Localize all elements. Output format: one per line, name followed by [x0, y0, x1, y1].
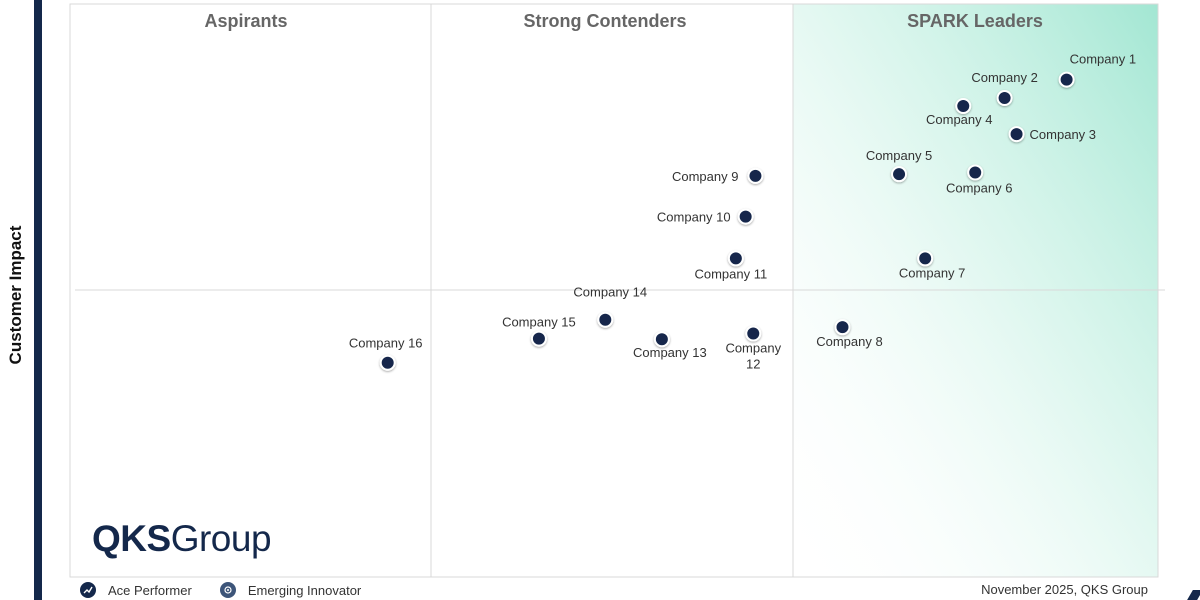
data-point: Company 15 — [502, 315, 576, 347]
point-marker — [530, 330, 547, 347]
legend-item-ace: Ace Performer — [80, 582, 192, 598]
point-label: Company 12 — [725, 340, 781, 371]
data-point: Company 3 — [1008, 126, 1096, 143]
data-points: Company 1 Company 2 Company 3 Company 4 Comp… — [349, 52, 1136, 372]
data-point: Company 12 — [725, 325, 782, 371]
data-point: Company 2 — [971, 70, 1038, 106]
data-point: Company 14 — [573, 285, 647, 328]
quadrant-title-aspirants: Aspirants — [204, 11, 287, 31]
quadrant-title-spark-leaders: SPARK Leaders — [907, 11, 1043, 31]
data-point: Company 13 — [633, 331, 707, 360]
legend-label-emerging: Emerging Innovator — [247, 582, 362, 598]
data-point: Company 5 — [866, 148, 932, 183]
point-marker — [891, 166, 908, 183]
point-label: Company 1 — [1070, 52, 1136, 67]
legend-label-ace: Ace Performer — [108, 582, 192, 598]
point-label: Company 4 — [926, 112, 992, 127]
point-marker — [967, 164, 984, 181]
innovation-icon — [219, 582, 236, 598]
point-marker — [1058, 71, 1075, 88]
point-label: Company 6 — [946, 180, 1012, 195]
point-marker — [996, 89, 1013, 106]
data-point: Company 11 — [694, 250, 767, 281]
point-marker — [597, 311, 614, 328]
data-point: Company 16 — [349, 336, 423, 371]
quadrant-title-strong-contenders: Strong Contenders — [523, 11, 686, 31]
data-point: Company 4 — [926, 97, 992, 127]
point-label: Company 3 — [1030, 127, 1096, 142]
point-label: Company 16 — [349, 336, 423, 351]
point-label: Company 14 — [573, 285, 647, 300]
point-marker — [737, 208, 754, 225]
left-accent-bar — [34, 0, 42, 600]
point-label: Company 11 — [694, 266, 767, 281]
logo-light-text: Group — [170, 518, 272, 559]
point-label: Company 5 — [866, 148, 932, 163]
point-marker — [955, 97, 972, 114]
point-marker — [834, 319, 851, 336]
point-label: Company 2 — [971, 70, 1037, 85]
qks-group-logo: QKSGroup — [92, 518, 272, 560]
logo-bold-text: QKS — [92, 518, 171, 559]
point-label: Company 9 — [672, 169, 738, 184]
data-point: Company 8 — [816, 319, 883, 349]
data-point: Company 6 — [946, 164, 1012, 195]
trend-up-icon — [80, 582, 96, 598]
data-point: Company 1 — [1058, 52, 1136, 88]
data-point: Company 9 — [672, 167, 764, 184]
point-label: Company 10 — [657, 210, 731, 225]
point-label: Company 15 — [502, 315, 576, 330]
legend: Ace Performer Emerging Innovator — [80, 580, 389, 600]
point-label: Company 13 — [633, 345, 707, 360]
point-marker — [727, 250, 744, 267]
data-point: Company 10 — [657, 208, 754, 225]
point-marker — [747, 167, 764, 184]
point-marker — [653, 331, 670, 348]
point-marker — [379, 354, 396, 371]
point-marker — [745, 325, 762, 342]
point-marker — [917, 250, 934, 267]
data-point: Company 7 — [899, 250, 965, 280]
point-label: Company 7 — [899, 265, 965, 280]
legend-item-emerging: Emerging Innovator — [219, 582, 362, 598]
point-label: Company 8 — [816, 334, 882, 349]
point-marker — [1008, 126, 1025, 143]
footer-date: November 2025, QKS Group — [981, 582, 1148, 597]
